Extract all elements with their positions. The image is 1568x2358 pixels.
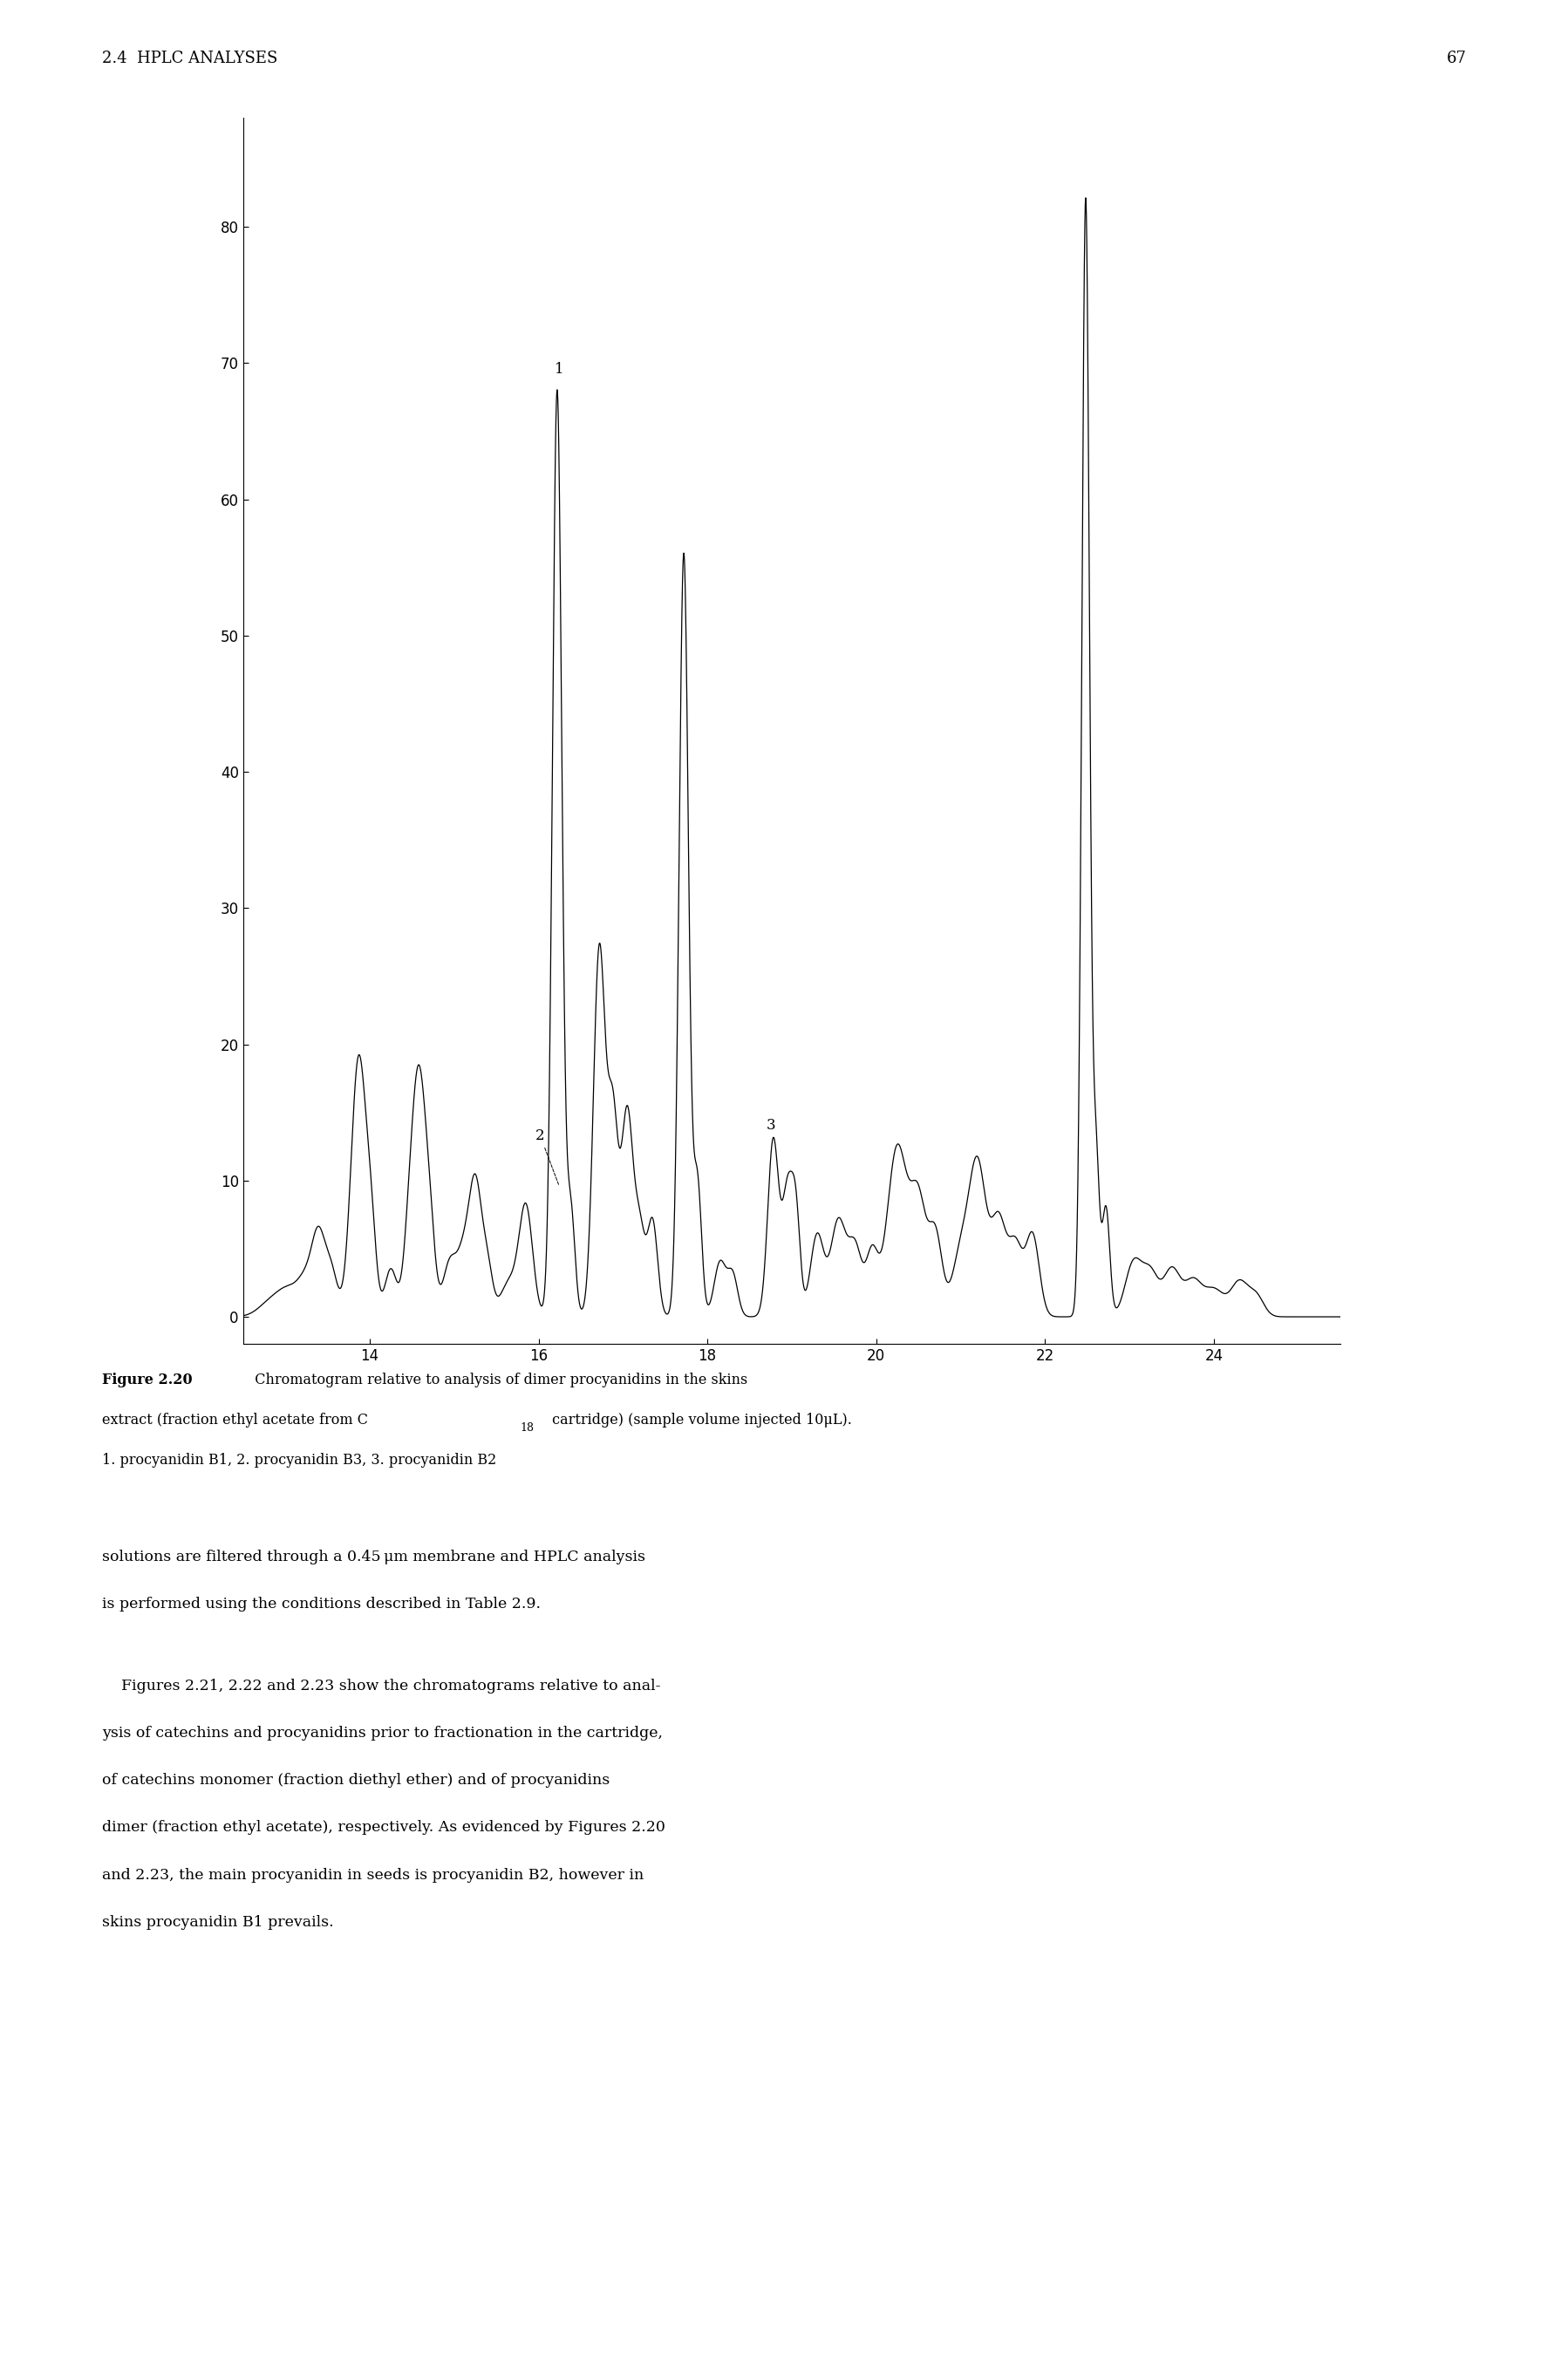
Text: of catechins monomer (fraction diethyl ether) and of procyanidins: of catechins monomer (fraction diethyl e… [102, 1773, 610, 1787]
Text: extract (fraction ethyl acetate from C: extract (fraction ethyl acetate from C [102, 1412, 368, 1427]
Text: is performed using the conditions described in Table 2.9.: is performed using the conditions descri… [102, 1596, 541, 1611]
Text: 67: 67 [1446, 50, 1466, 66]
Text: cartridge) (sample volume injected 10μL).: cartridge) (sample volume injected 10μL)… [547, 1412, 851, 1427]
Text: 1: 1 [555, 361, 564, 377]
Text: Figures 2.21, 2.22 and 2.23 show the chromatograms relative to anal-: Figures 2.21, 2.22 and 2.23 show the chr… [102, 1679, 660, 1693]
Text: Chromatogram relative to analysis of dimer procyanidins in the skins: Chromatogram relative to analysis of dim… [246, 1372, 748, 1387]
Text: skins procyanidin B1 prevails.: skins procyanidin B1 prevails. [102, 1915, 334, 1929]
Text: Figure 2.20: Figure 2.20 [102, 1372, 193, 1387]
Text: and 2.23, the main procyanidin in seeds is procyanidin B2, however in: and 2.23, the main procyanidin in seeds … [102, 1868, 644, 1882]
Text: 3: 3 [767, 1118, 775, 1132]
Text: ysis of catechins and procyanidins prior to fractionation in the cartridge,: ysis of catechins and procyanidins prior… [102, 1726, 663, 1740]
Text: 2.4  HPLC ANALYSES: 2.4 HPLC ANALYSES [102, 50, 278, 66]
Text: solutions are filtered through a 0.45 μm membrane and HPLC analysis: solutions are filtered through a 0.45 μm… [102, 1549, 644, 1563]
Text: 2: 2 [536, 1129, 558, 1186]
Text: dimer (fraction ethyl acetate), respectively. As evidenced by Figures 2.20: dimer (fraction ethyl acetate), respecti… [102, 1820, 665, 1835]
Text: 1. procyanidin B1, 2. procyanidin B3, 3. procyanidin B2: 1. procyanidin B1, 2. procyanidin B3, 3.… [102, 1453, 497, 1467]
Text: 18: 18 [521, 1422, 535, 1434]
